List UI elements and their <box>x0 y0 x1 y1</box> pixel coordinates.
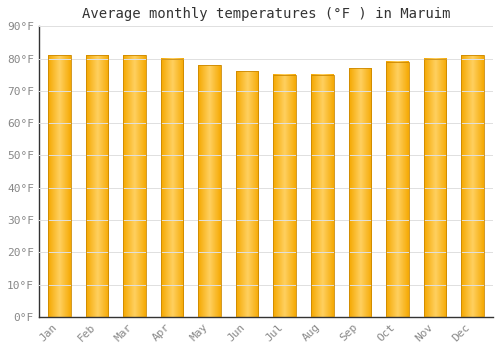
Bar <box>386 62 408 317</box>
Bar <box>124 55 146 317</box>
Bar <box>86 55 108 317</box>
Bar <box>198 65 221 317</box>
Bar <box>48 55 70 317</box>
Bar <box>311 75 334 317</box>
Bar <box>348 68 371 317</box>
Title: Average monthly temperatures (°F ) in Maruim: Average monthly temperatures (°F ) in Ma… <box>82 7 450 21</box>
Bar <box>424 58 446 317</box>
Bar <box>274 75 296 317</box>
Bar <box>236 71 258 317</box>
Bar <box>161 58 184 317</box>
Bar <box>461 55 483 317</box>
